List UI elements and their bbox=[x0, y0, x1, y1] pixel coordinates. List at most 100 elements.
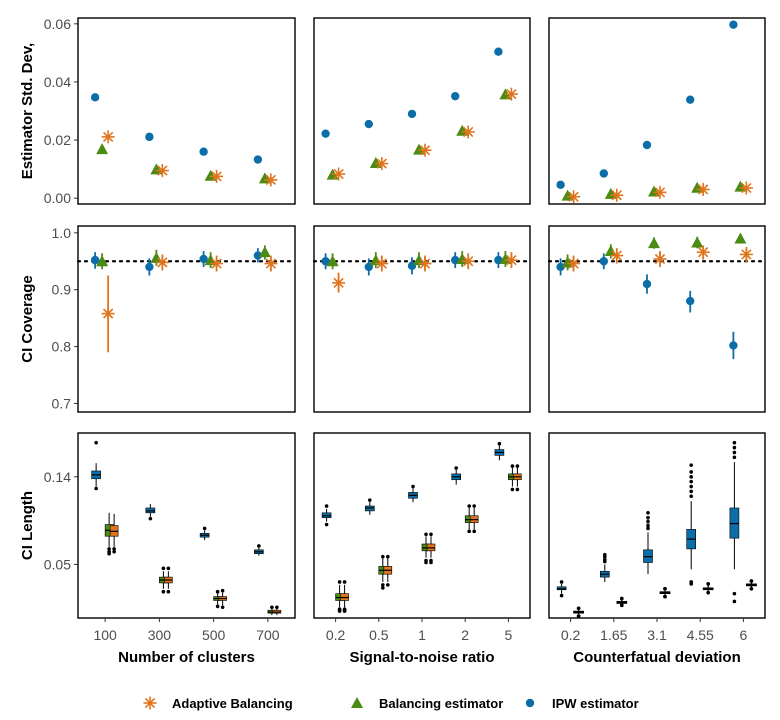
ab-point-stroke bbox=[333, 168, 344, 180]
ipw-point bbox=[494, 47, 503, 56]
bal-point bbox=[734, 232, 747, 244]
x-tick-label: 0.5 bbox=[369, 627, 389, 643]
ab-point-stroke bbox=[568, 191, 579, 202]
ipw-point bbox=[90, 93, 100, 102]
bal-point bbox=[204, 254, 217, 266]
y-axis-label: Estimator Std. Dev, bbox=[19, 43, 36, 179]
legend-marker-bal bbox=[351, 697, 363, 708]
ipw-outlier bbox=[689, 479, 693, 484]
x-tick-label: 1.65 bbox=[600, 627, 627, 643]
ab-point-stroke bbox=[611, 250, 622, 261]
ab-point bbox=[101, 130, 115, 144]
ipw-outlier bbox=[689, 580, 693, 584]
ipw-point bbox=[199, 147, 208, 156]
x-axis-label: Number of clusters bbox=[118, 649, 255, 666]
ab-outlier bbox=[429, 560, 433, 565]
ab-outlier bbox=[166, 589, 171, 594]
panel-border bbox=[548, 225, 766, 413]
bal-outlier bbox=[381, 586, 385, 590]
ipw-point bbox=[599, 169, 608, 178]
ab-point bbox=[101, 307, 115, 321]
bal-outlier bbox=[107, 551, 111, 556]
y-tick-label: 0.8 bbox=[52, 339, 72, 355]
ab-point-stroke bbox=[568, 258, 579, 269]
bal-outlier bbox=[337, 609, 342, 613]
ab-point bbox=[155, 255, 169, 269]
ab-point-stroke bbox=[506, 254, 517, 266]
ab-outlier bbox=[576, 606, 581, 611]
x-tick-label: 4.55 bbox=[687, 627, 714, 643]
ipw-outlier bbox=[646, 526, 650, 531]
ipw-point bbox=[556, 262, 565, 272]
ipw-outlier bbox=[368, 498, 372, 502]
bal-point bbox=[413, 143, 425, 155]
x-tick-label: 6 bbox=[740, 627, 748, 643]
ipw-outlier bbox=[732, 440, 737, 445]
ab-point bbox=[155, 164, 169, 178]
ab-point-stroke bbox=[463, 256, 474, 267]
x-tick-label: 100 bbox=[93, 627, 117, 643]
ipw-outlier bbox=[148, 516, 153, 521]
bal-point bbox=[258, 246, 271, 258]
ab-outlier bbox=[749, 586, 754, 591]
legend: Adaptive Balancing Balancing estimator IPW… bbox=[143, 696, 639, 711]
ab-point bbox=[461, 254, 475, 268]
ipw-outlier bbox=[94, 440, 98, 445]
ab-outlier bbox=[342, 580, 347, 584]
ipw-outlier bbox=[689, 463, 693, 467]
x-tick-label: 700 bbox=[256, 627, 280, 643]
bal-point bbox=[369, 157, 382, 169]
ab-point-stroke bbox=[741, 182, 752, 194]
ab-point bbox=[610, 249, 624, 263]
x-tick-label: 5 bbox=[505, 627, 513, 643]
ab-point bbox=[653, 185, 667, 199]
ab-point bbox=[418, 257, 432, 271]
panel-r2-c1: 0.2 0.5 1 2 5 Signal-to-noise ratio bbox=[313, 432, 531, 666]
ipw-outlier bbox=[324, 504, 329, 508]
panels-layer: Estimator Std. Dev, 0.00 0.02 0.04 0.06 CI Co… bbox=[19, 16, 767, 666]
ab-outlier bbox=[275, 605, 279, 610]
ab-point-stroke bbox=[654, 187, 666, 198]
bal-outlier bbox=[424, 560, 428, 565]
legend-marker-ipw bbox=[525, 698, 535, 708]
ipw-point bbox=[686, 95, 695, 104]
ipw-outlier bbox=[646, 515, 650, 520]
ab-point-stroke bbox=[265, 174, 277, 186]
ab-point-stroke bbox=[102, 308, 114, 319]
bal-outlier bbox=[161, 589, 166, 594]
ab-outlier bbox=[515, 464, 520, 468]
bal-point bbox=[369, 254, 382, 266]
ipw-point bbox=[321, 129, 330, 138]
ipw-point bbox=[364, 119, 373, 129]
ipw-outlier bbox=[94, 486, 98, 491]
ab-point bbox=[739, 181, 753, 195]
bal-outlier bbox=[215, 604, 220, 609]
y-axis-label: CI Length bbox=[19, 491, 36, 560]
ab-point bbox=[461, 125, 475, 139]
legend-label-bal: Balancing estimator bbox=[379, 696, 503, 711]
ab-point bbox=[696, 182, 710, 196]
ab-point-stroke bbox=[654, 253, 666, 265]
ab-outlier bbox=[663, 586, 667, 591]
ab-outlier bbox=[620, 596, 624, 601]
ab-point bbox=[332, 167, 346, 181]
ab-point-stroke bbox=[157, 165, 168, 176]
ab-outlier bbox=[112, 549, 116, 554]
ipw-outlier bbox=[689, 494, 693, 499]
ab-point bbox=[375, 257, 389, 271]
ab-point bbox=[567, 257, 581, 271]
bal-point bbox=[413, 254, 425, 266]
bal-point bbox=[96, 255, 109, 267]
ab-point-stroke bbox=[741, 249, 752, 260]
ab-point-stroke bbox=[419, 258, 431, 269]
ab-point bbox=[739, 247, 753, 261]
y-tick-label: 0.14 bbox=[44, 469, 71, 485]
ab-point-stroke bbox=[419, 145, 431, 156]
ab-outlier bbox=[220, 605, 225, 610]
bal-outlier bbox=[381, 583, 385, 587]
ab-point-stroke bbox=[376, 258, 387, 269]
bal-point bbox=[204, 169, 217, 181]
ipw-point bbox=[253, 251, 263, 260]
